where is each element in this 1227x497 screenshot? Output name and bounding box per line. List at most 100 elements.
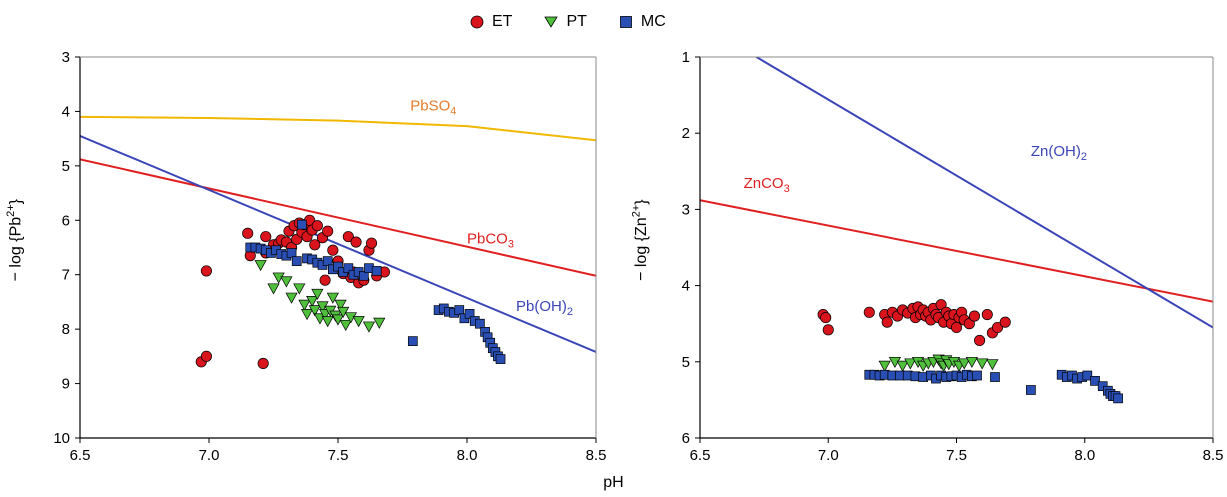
point-et xyxy=(863,306,875,318)
line-znco3 xyxy=(700,199,1213,303)
y-tick-label: 6 xyxy=(682,430,690,447)
point-et xyxy=(820,312,832,324)
chart-panel-pb: 6.5 7.0 7.5 8.0 8.5 3 4 5 6 7 8 9 10 PbSO4 PbCO3 Pb(OH)… xyxy=(53,49,606,464)
point-pt xyxy=(280,276,293,288)
y-axis-label-pb: − log {Pb2+} xyxy=(5,198,25,282)
x-tick-label: 6.5 xyxy=(70,447,91,464)
x-tick-label: 8.0 xyxy=(1074,447,1095,464)
legend-label-mc: MC xyxy=(640,13,666,30)
y-tick-label: 6 xyxy=(62,212,70,229)
point-mc xyxy=(407,336,418,346)
point-mc xyxy=(1090,376,1100,386)
point-pt xyxy=(896,360,909,372)
line-label: PbSO4 xyxy=(410,97,456,117)
point-mc xyxy=(475,318,485,329)
point-et xyxy=(950,321,963,334)
point-mc xyxy=(972,370,982,381)
point-mc xyxy=(464,309,475,319)
y-tick-label: 7 xyxy=(62,267,70,284)
point-pt xyxy=(331,314,345,326)
point-et xyxy=(257,357,269,369)
point-et xyxy=(991,321,1004,334)
point-et xyxy=(309,239,321,251)
point-pt xyxy=(254,260,267,272)
line-label: Pb(OH)2 xyxy=(516,298,573,318)
point-et xyxy=(365,237,378,249)
point-et xyxy=(322,225,334,237)
point-et xyxy=(974,334,986,347)
point-pt xyxy=(976,358,989,370)
point-mc xyxy=(1082,370,1093,381)
y-tick-label: 4 xyxy=(682,278,690,295)
point-et xyxy=(319,274,331,286)
point-mc xyxy=(371,266,382,276)
legend-marker-circle-icon xyxy=(470,15,484,29)
point-mc xyxy=(358,270,369,281)
point-mc xyxy=(297,219,307,230)
point-pt xyxy=(965,356,978,369)
point-pt xyxy=(362,321,376,333)
point-pt xyxy=(904,358,917,370)
x-tick-label: 7.0 xyxy=(199,447,220,464)
point-et xyxy=(963,318,975,330)
y-tick-label: 2 xyxy=(682,125,690,142)
y-tick-label: 3 xyxy=(62,49,70,66)
y-tick-label: 10 xyxy=(53,430,70,447)
x-tick-label: 6.5 xyxy=(690,447,711,464)
y-tick-label: 5 xyxy=(682,354,690,371)
point-pt xyxy=(352,316,365,328)
point-et xyxy=(350,236,362,248)
point-pt xyxy=(373,317,386,329)
point-et xyxy=(968,310,981,322)
point-pt xyxy=(267,283,280,295)
point-et xyxy=(822,324,834,336)
point-et xyxy=(342,231,354,243)
point-et xyxy=(260,231,272,243)
point-pt xyxy=(986,359,999,371)
point-et xyxy=(200,350,212,362)
point-pt xyxy=(878,360,891,372)
point-mc xyxy=(343,263,354,274)
point-pt xyxy=(306,295,319,308)
y-tick-label: 5 xyxy=(62,158,70,175)
y-tick-label: 3 xyxy=(682,201,690,218)
x-tick-label: 7.5 xyxy=(328,447,349,464)
point-mc xyxy=(454,305,465,315)
scatter-points xyxy=(817,299,1123,404)
point-pt xyxy=(298,299,311,311)
x-tick-label: 8.5 xyxy=(1203,447,1224,464)
legend-marker-triangle-icon xyxy=(544,16,559,28)
reference-lines xyxy=(700,57,1213,329)
chart-panel-zn: 6.5 7.0 7.5 8.0 8.5 1 2 3 4 5 6 ZnCO3 Zn(OH)2 xyxy=(682,49,1224,464)
x-tick-label: 8.0 xyxy=(457,447,478,464)
point-mc xyxy=(1113,393,1123,404)
y-tick-label: 9 xyxy=(62,376,70,393)
point-mc xyxy=(495,354,506,364)
point-pt xyxy=(958,358,971,370)
point-mc xyxy=(286,248,297,258)
line-label: PbCO3 xyxy=(467,231,514,251)
legend: ET PT MC xyxy=(470,10,698,34)
point-et xyxy=(881,316,893,328)
point-pt xyxy=(300,309,314,321)
line-znoh2 xyxy=(755,57,1213,329)
point-et xyxy=(200,265,212,277)
legend-item-et: ET xyxy=(470,13,512,31)
x-tick-label: 7.5 xyxy=(946,447,967,464)
point-et xyxy=(999,316,1011,328)
point-et xyxy=(242,227,254,239)
legend-marker-square-icon xyxy=(620,16,632,28)
point-mc xyxy=(1026,385,1036,395)
y-tick-label: 4 xyxy=(62,103,70,120)
point-pt xyxy=(311,288,324,300)
x-tick-label: 8.5 xyxy=(586,447,607,464)
line-pbco3 xyxy=(80,158,596,277)
point-pt xyxy=(293,283,306,295)
x-tick-label: 7.0 xyxy=(818,447,839,464)
point-mc xyxy=(291,256,302,266)
point-pt xyxy=(337,306,350,318)
point-mc xyxy=(990,372,1000,382)
point-pt xyxy=(339,319,352,332)
reference-lines xyxy=(80,115,596,353)
